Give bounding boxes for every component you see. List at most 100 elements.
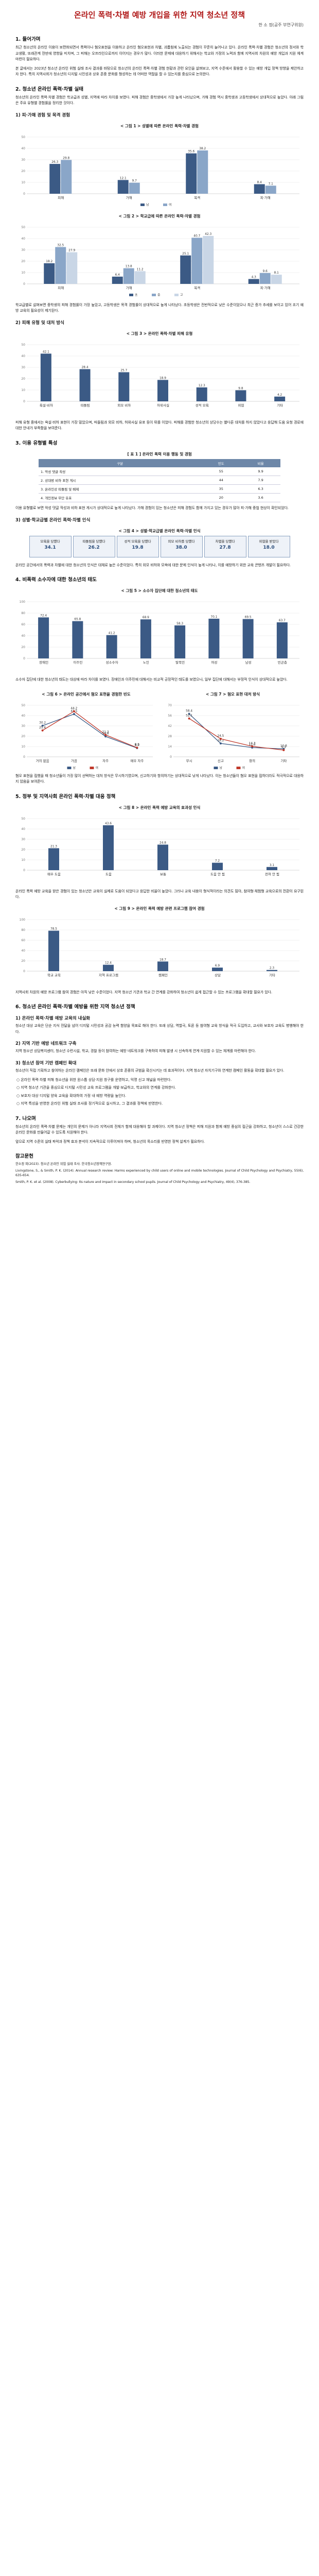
legend-label: 초 xyxy=(135,293,138,297)
y-tick-label: 10 xyxy=(21,271,25,275)
section-heading: 4. 비폭력 소수자에 대한 청소년의 태도 xyxy=(15,577,97,583)
legend-swatch xyxy=(214,766,218,769)
bar xyxy=(72,621,83,659)
data-label: 52.1 xyxy=(186,714,192,717)
data-label: 21.3 xyxy=(102,731,109,734)
data-point xyxy=(73,713,75,715)
data-label: 40.7 xyxy=(193,234,200,238)
bar xyxy=(103,825,114,870)
bar xyxy=(197,150,208,194)
data-label: 10.8 xyxy=(280,744,287,748)
subsection-heading: 1) 온라인 폭력·차별 예방 교육의 내실화 xyxy=(15,1016,91,1022)
data-label: 12.3 xyxy=(199,384,205,387)
bar xyxy=(276,622,288,659)
y-tick-label: 10 xyxy=(21,388,25,392)
x-tick-label: 목격 xyxy=(194,286,200,290)
data-label: 18.9 xyxy=(160,377,166,380)
stat-box-label: 차별을 당했다 xyxy=(215,539,235,544)
paragraph: 최근 청소년의 온라인 이용이 보편화되면서 폭력이나 혐오표현을 이용하고 온… xyxy=(15,45,304,62)
subsection-heading: 3) 청소년 참여 기반 캠페인 확대 xyxy=(15,1061,77,1066)
stat-box-label: 외모 비하를 당했다 xyxy=(168,539,195,544)
bar xyxy=(180,255,191,284)
data-label: 42.1 xyxy=(43,350,49,353)
stat-box: 따돌림을 당했다 26.2 xyxy=(73,535,115,557)
data-point xyxy=(219,742,222,744)
x-tick-label: 신고 xyxy=(218,758,224,763)
bar xyxy=(157,961,168,971)
data-label: 27.9 xyxy=(68,249,75,252)
series-line xyxy=(42,713,137,749)
paragraph: 온라인 폭력 예방 교육을 받은 경험이 있는 청소년은 교육이 실제로 도움이… xyxy=(15,889,304,900)
data-label: 18.2 xyxy=(46,260,52,263)
x-tick-label: 위협 xyxy=(238,403,244,408)
x-tick-label: 빈곤층 xyxy=(278,660,287,665)
data-label: 6.9 xyxy=(215,964,220,968)
bar xyxy=(157,844,168,870)
legend-label: 여 xyxy=(169,202,172,207)
bar xyxy=(55,247,66,284)
x-tick-label: 피해 xyxy=(58,195,64,200)
data-label: 7.1 xyxy=(269,182,274,185)
bar xyxy=(235,390,246,401)
section-heading: 1. 들어가며 xyxy=(15,37,41,42)
x-tick-label: 욕설·비하 xyxy=(40,403,53,408)
table-header-cell: 비율 xyxy=(241,459,280,468)
bar xyxy=(248,279,259,284)
x-tick-label: 피해 xyxy=(58,285,64,290)
y-tick-label: 100 xyxy=(20,600,26,604)
legend-swatch xyxy=(67,766,72,769)
data-label: 14.3 xyxy=(249,742,256,745)
data-label: 8.1 xyxy=(274,272,279,275)
legend-label: 여 xyxy=(242,766,245,770)
legend-swatch xyxy=(140,203,145,206)
y-tick-label: 20 xyxy=(21,646,25,649)
stat-box-value: 18.0 xyxy=(263,545,275,550)
y-tick-label: 80 xyxy=(21,612,25,615)
y-tick-label: 0 xyxy=(23,657,25,660)
x-tick-label: 도움 xyxy=(105,872,112,876)
subsection-heading: 2) 지역 기반 예방 네트워크 구축 xyxy=(15,1041,77,1047)
y-tick-label: 28 xyxy=(168,735,172,738)
x-tick-label: 외모 비하 xyxy=(117,403,131,408)
chart-8: 0 20 40 60 80 100 학교 교육 지역 프로그램 캠페인 상담 기타 78.5 12.4 1… xyxy=(15,913,304,986)
x-tick-label: 보통 xyxy=(160,872,166,876)
table-header-cell: 구분 xyxy=(39,459,202,468)
paragraph: 청소년의 온라인 폭력·차별 문제는 개인의 문제가 아니라 지역사회 전체가 … xyxy=(15,1124,304,1135)
bar xyxy=(271,275,282,284)
data-point xyxy=(282,749,285,751)
chart-1: 0 10 20 30 40 50 피해 가해 목격 피·가해 26.3 12.1 35.6 8.4 29.8… xyxy=(15,131,304,208)
bar xyxy=(48,930,59,971)
y-tick-label: 40 xyxy=(21,949,25,953)
paragraph: 본 글에서는 2023년 청소년 온라인 위험 실태 조사 결과를 바탕으로 청… xyxy=(15,66,304,77)
bar xyxy=(157,380,168,401)
stat-box: 외모 비하를 당했다 38.0 xyxy=(160,535,203,557)
legend-label: 고 xyxy=(180,293,183,297)
legend-label: 여 xyxy=(96,766,99,770)
legend-label: 남 xyxy=(220,766,223,770)
data-label: 9.6 xyxy=(263,270,268,273)
y-tick-label: 20 xyxy=(21,377,25,381)
y-tick-label: 10 xyxy=(21,745,25,749)
y-tick-label: 40 xyxy=(21,237,25,241)
section-heading: 참고문헌 xyxy=(15,1154,33,1160)
figure-caption: < 그림 3 > 온라인 폭력·차별 피해 유형 xyxy=(126,331,193,336)
data-label: 9.7 xyxy=(132,179,137,182)
y-tick-label: 40 xyxy=(21,714,25,718)
x-tick-label: 매우 도움 xyxy=(47,872,61,876)
x-tick-label: 여성 xyxy=(211,660,217,665)
paragraph: 소수자 집단에 대한 청소년의 태도는 대상에 따라 차이를 보였다. 장애인과… xyxy=(15,677,288,682)
legend-swatch xyxy=(163,203,167,206)
reference-item: 한소정 외(2023). 청소년 온라인 위험 실태 조사. 한국청소년정책연구… xyxy=(15,1162,112,1166)
data-label: 8.4 xyxy=(257,181,262,184)
x-tick-label: 항의 xyxy=(249,758,255,763)
y-tick-label: 0 xyxy=(23,282,25,286)
table-cell: 4. 개인정보 무단 유포 xyxy=(39,493,202,503)
series-line xyxy=(189,713,284,749)
y-tick-label: 42 xyxy=(168,724,172,728)
paragraph: 피해 유형 중에서는 욕설·비하 표현이 가장 많았으며, 따돌림과 외모 비하… xyxy=(15,420,304,431)
y-tick-label: 20 xyxy=(21,848,25,852)
data-label: 2.3 xyxy=(270,967,275,970)
x-tick-label: 성적 모욕 xyxy=(196,403,209,408)
y-tick-label: 80 xyxy=(21,928,25,932)
x-tick-label: 허위사실 xyxy=(157,403,169,408)
